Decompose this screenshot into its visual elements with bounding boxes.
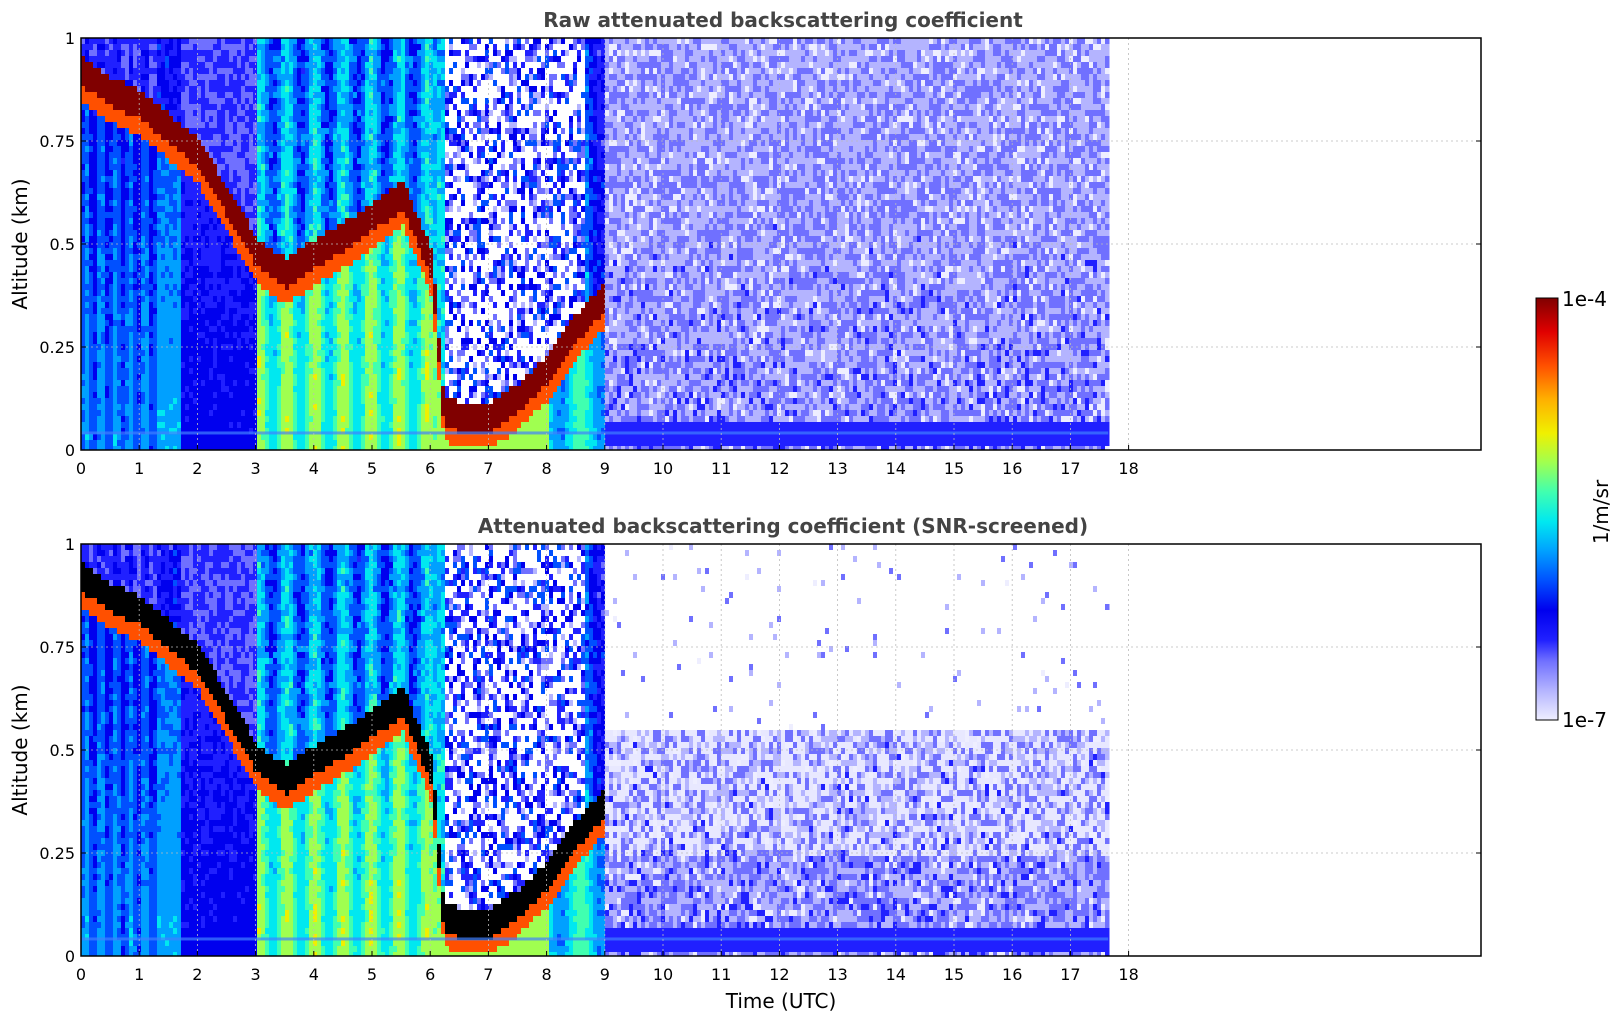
y-tick-label: 0 — [65, 441, 75, 460]
panel-raw: Raw attenuated backscattering coefficien… — [8, 8, 1482, 478]
x-tick-label: 16 — [1002, 459, 1022, 478]
x-tick-label: 18 — [1118, 459, 1138, 478]
x-tick-label: 14 — [886, 965, 906, 984]
y-tick-label: 1 — [65, 29, 75, 48]
y-ticks-raw: 0 0.25 0.5 0.75 1 — [39, 29, 1481, 460]
y-tick-label: 0.25 — [39, 338, 75, 357]
y-tick-label: 0 — [65, 947, 75, 966]
x-tick-label: 14 — [886, 459, 906, 478]
colorbar-unit-label: 1/m/sr — [1589, 479, 1613, 544]
heatmap-raw — [81, 38, 1110, 450]
x-tick-label: 17 — [1060, 459, 1080, 478]
x-tick-label: 9 — [600, 459, 610, 478]
x-tick-label: 3 — [251, 965, 261, 984]
x-tick-label: 1 — [134, 965, 144, 984]
x-tick-label: 6 — [425, 459, 435, 478]
x-tick-label: 9 — [600, 965, 610, 984]
x-tick-label: 18 — [1118, 965, 1138, 984]
x-tick-label: 13 — [827, 459, 847, 478]
x-tick-label: 0 — [76, 459, 86, 478]
y-axis-label-screened: Altitude (km) — [8, 684, 32, 815]
y-tick-label: 0.5 — [50, 741, 75, 760]
x-tick-label: 16 — [1002, 965, 1022, 984]
x-tick-label: 17 — [1060, 965, 1080, 984]
x-ticks-raw: 0 1 2 3 4 5 6 7 8 9 10 11 12 13 14 15 16 17 18 — [76, 445, 1139, 478]
x-tick-label: 5 — [367, 965, 377, 984]
x-tick-label: 12 — [769, 459, 789, 478]
chart-title-raw: Raw attenuated backscattering coefficien… — [543, 8, 1023, 32]
x-tick-label: 4 — [309, 965, 319, 984]
x-tick-label: 3 — [251, 459, 261, 478]
grid-raw — [81, 38, 1481, 450]
colorbar-max-label: 1e-4 — [1562, 287, 1607, 311]
y-ticks-screened: 0 0.25 0.5 0.75 1 — [39, 535, 1481, 966]
x-tick-label: 8 — [542, 459, 552, 478]
x-tick-label: 15 — [944, 459, 964, 478]
x-tick-label: 6 — [425, 965, 435, 984]
x-tick-label: 11 — [711, 965, 731, 984]
heatmap-screened — [81, 544, 1110, 956]
colorbar: 1e-4 1e-7 1/m/sr — [1535, 287, 1613, 732]
x-tick-label: 10 — [653, 965, 673, 984]
x-tick-label: 4 — [309, 459, 319, 478]
x-tick-label: 5 — [367, 459, 377, 478]
colorbar-min-label: 1e-7 — [1562, 708, 1607, 732]
x-tick-label: 15 — [944, 965, 964, 984]
x-tick-label: 8 — [542, 965, 552, 984]
x-axis-label: Time (UTC) — [725, 989, 837, 1013]
x-tick-label: 11 — [711, 459, 731, 478]
panel-screened: Attenuated backscattering coefficient (S… — [8, 514, 1482, 1013]
x-ticks-screened: 0 1 2 3 4 5 6 7 8 9 10 11 12 13 14 15 16 17 18 — [76, 951, 1139, 984]
x-tick-label: 7 — [483, 459, 493, 478]
x-tick-label: 1 — [134, 459, 144, 478]
x-tick-label: 12 — [769, 965, 789, 984]
y-tick-label: 0.5 — [50, 235, 75, 254]
x-tick-label: 10 — [653, 459, 673, 478]
y-tick-label: 0.75 — [39, 132, 75, 151]
y-tick-label: 0.25 — [39, 844, 75, 863]
x-tick-label: 7 — [483, 965, 493, 984]
x-tick-label: 2 — [192, 459, 202, 478]
colorbar-gradient — [1535, 297, 1559, 721]
y-tick-label: 1 — [65, 535, 75, 554]
grid-screened — [81, 544, 1481, 956]
x-tick-label: 13 — [827, 965, 847, 984]
chart-title-screened: Attenuated backscattering coefficient (S… — [478, 514, 1088, 538]
y-tick-label: 0.75 — [39, 638, 75, 657]
x-tick-label: 2 — [192, 965, 202, 984]
y-axis-label-raw: Altitude (km) — [8, 178, 32, 309]
x-tick-label: 0 — [76, 965, 86, 984]
